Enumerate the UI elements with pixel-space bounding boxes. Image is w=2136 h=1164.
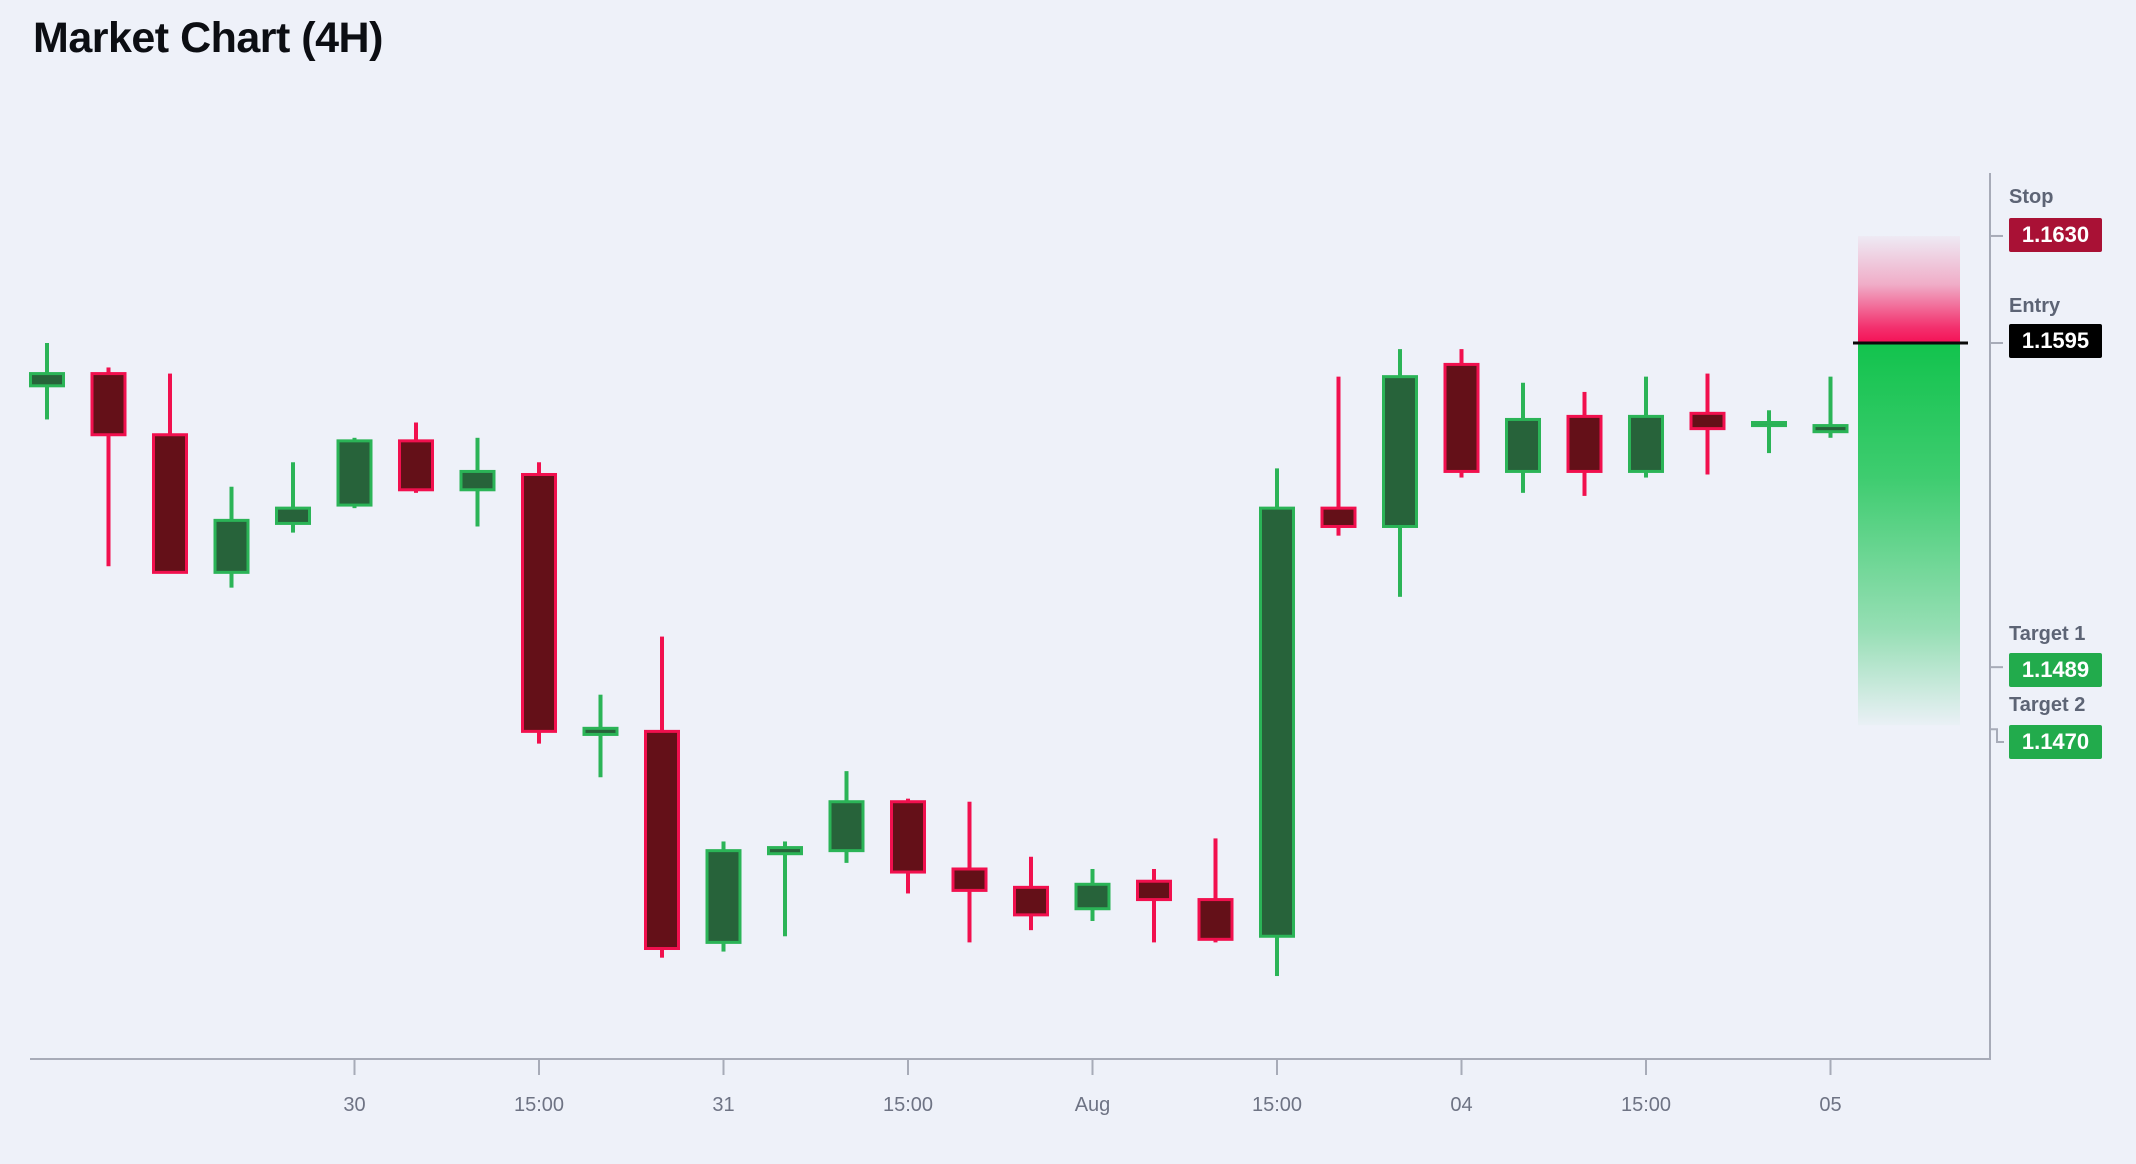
- entry-line[interactable]: [1853, 341, 1968, 345]
- candle-body: [459, 469, 496, 492]
- candle-wick: [1213, 838, 1218, 943]
- candle: [1812, 376, 1849, 438]
- candle-body: [1136, 879, 1172, 902]
- target2-badge[interactable]: 1.1470: [2009, 725, 2102, 759]
- candle-body: [29, 372, 65, 388]
- candle: [152, 373, 188, 574]
- x-tick-label: Aug: [1075, 1094, 1111, 1116]
- candle: [1689, 373, 1726, 475]
- candle-body: [1566, 414, 1603, 473]
- candle: [398, 422, 434, 493]
- reward-zone: [1858, 343, 1960, 726]
- candle: [1136, 868, 1172, 943]
- candle-body: [275, 506, 311, 525]
- entry-badge[interactable]: 1.1595: [2009, 324, 2102, 358]
- candle-wick: [1336, 376, 1341, 536]
- risk-zone: [1858, 235, 1960, 343]
- candle: [336, 437, 373, 509]
- candle: [890, 798, 926, 894]
- candle: [1320, 376, 1357, 536]
- candle-body: [1320, 506, 1357, 528]
- candle-body: [1013, 885, 1049, 917]
- candle-body: [951, 867, 988, 892]
- candle-body: [336, 439, 373, 507]
- candle-body: [1812, 424, 1849, 434]
- candle: [521, 462, 557, 744]
- candle: [459, 437, 496, 527]
- candle-body: [890, 800, 926, 874]
- target1-label: Target 1: [2009, 623, 2086, 645]
- x-tick-label: 04: [1450, 1094, 1472, 1116]
- candle-body: [398, 439, 434, 492]
- candle-body: [521, 472, 557, 733]
- candle: [1751, 410, 1787, 454]
- candle-wick: [1828, 376, 1833, 438]
- candle: [1074, 868, 1111, 921]
- candle: [90, 367, 127, 567]
- candle-wick: [106, 367, 111, 567]
- candle-body: [1197, 898, 1234, 941]
- candle-body: [705, 849, 742, 944]
- candle-body: [1382, 375, 1418, 528]
- candle-wick: [1152, 868, 1156, 943]
- x-tick-label: 30: [343, 1094, 365, 1116]
- candle: [767, 841, 803, 937]
- candle-body: [1074, 882, 1111, 911]
- candle-wick: [1767, 410, 1771, 454]
- candle: [213, 486, 250, 588]
- candle: [951, 801, 988, 943]
- candle: [275, 462, 311, 533]
- candle: [29, 343, 65, 420]
- candle-wick: [291, 462, 295, 533]
- candle-body: [1443, 362, 1480, 473]
- candle: [644, 636, 680, 958]
- candle-body: [1259, 506, 1295, 938]
- target1-badge[interactable]: 1.1489: [2009, 653, 2102, 687]
- candle-body: [1505, 417, 1541, 473]
- x-tick-label: 15:00: [514, 1094, 564, 1116]
- x-tick-label: 31: [712, 1094, 734, 1116]
- target2-label: Target 2: [2009, 694, 2086, 716]
- candle: [1566, 391, 1603, 496]
- candle-body: [90, 372, 127, 437]
- candle-body: [767, 846, 803, 856]
- candle: [582, 694, 619, 778]
- candle: [1013, 856, 1049, 931]
- candle: [705, 841, 742, 952]
- candle-body: [1689, 411, 1726, 431]
- candle-body: [1628, 414, 1664, 473]
- stop-label: Stop: [2009, 186, 2054, 208]
- candle: [1259, 468, 1295, 977]
- candle: [1628, 376, 1664, 478]
- candle-body: [152, 433, 188, 574]
- stop-badge[interactable]: 1.1630: [2009, 218, 2102, 252]
- chart-title: Market Chart (4H): [33, 14, 383, 62]
- x-tick-label: 15:00: [883, 1094, 933, 1116]
- x-tick-label: 15:00: [1252, 1094, 1302, 1116]
- target2-elbow-tick: [1990, 728, 2004, 743]
- candle-wick: [783, 841, 787, 937]
- candle-wick: [598, 694, 603, 778]
- candle: [1443, 349, 1480, 478]
- x-tick-label: 15:00: [1621, 1094, 1671, 1116]
- candle: [1505, 382, 1541, 493]
- candle-body: [582, 726, 619, 736]
- candle: [1197, 838, 1234, 943]
- candle-body: [1751, 421, 1787, 428]
- candle-body: [213, 518, 250, 574]
- entry-label: Entry: [2009, 295, 2061, 317]
- candle-body: [644, 729, 680, 951]
- candle-body: [828, 800, 865, 853]
- x-tick-label: 05: [1819, 1094, 1841, 1116]
- candle: [1382, 349, 1418, 597]
- candle: [828, 771, 865, 863]
